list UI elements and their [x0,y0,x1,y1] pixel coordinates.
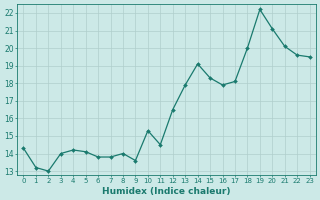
X-axis label: Humidex (Indice chaleur): Humidex (Indice chaleur) [102,187,231,196]
